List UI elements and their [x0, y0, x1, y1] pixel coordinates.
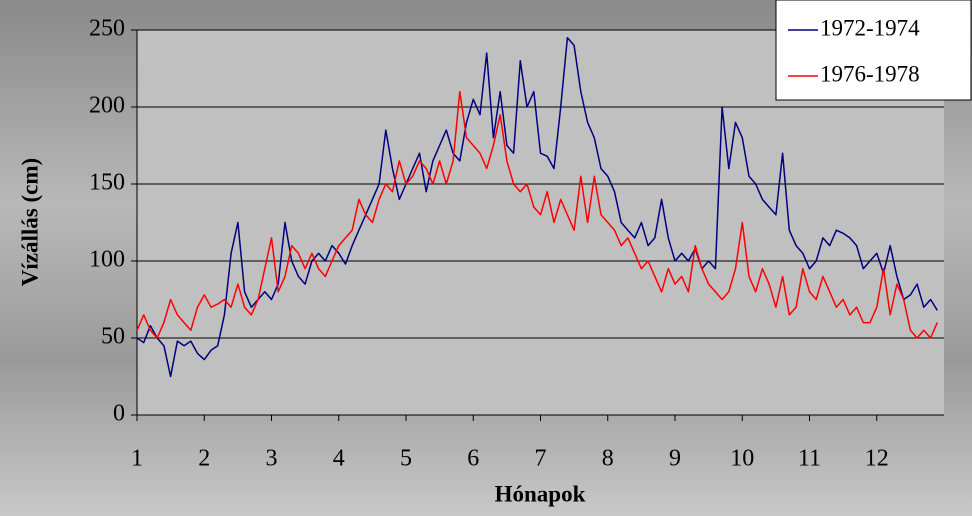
x-tick-label: 5	[400, 446, 412, 472]
y-tick-label: 250	[89, 16, 125, 42]
x-tick-label: 3	[266, 446, 278, 472]
x-tick-label: 1	[131, 446, 143, 472]
y-tick-label: 0	[113, 401, 125, 427]
y-tick-label: 50	[101, 324, 125, 350]
x-axis-title: Hónapok	[495, 481, 586, 506]
x-tick-label: 2	[198, 446, 210, 472]
legend-label: 1976-1978	[820, 61, 920, 86]
x-tick-label: 9	[669, 446, 681, 472]
y-axis-title: Vízállás (cm)	[17, 158, 42, 286]
page: {"chart_data": {"type": "line", "x_label…	[0, 0, 972, 516]
x-tick-label: 12	[865, 446, 889, 472]
y-tick-label: 150	[89, 170, 125, 196]
x-tick-label: 11	[798, 446, 821, 472]
x-tick-label: 7	[535, 446, 547, 472]
x-tick-label: 6	[467, 446, 479, 472]
legend-label: 1972-1974	[820, 15, 920, 40]
chart: Hónapok Vízállás (cm) 050100150200250123…	[0, 0, 972, 516]
x-tick-label: 8	[602, 446, 614, 472]
x-tick-label: 4	[333, 446, 345, 472]
y-tick-label: 100	[89, 247, 125, 273]
x-tick-label: 10	[730, 446, 754, 472]
y-tick-label: 200	[89, 93, 125, 119]
